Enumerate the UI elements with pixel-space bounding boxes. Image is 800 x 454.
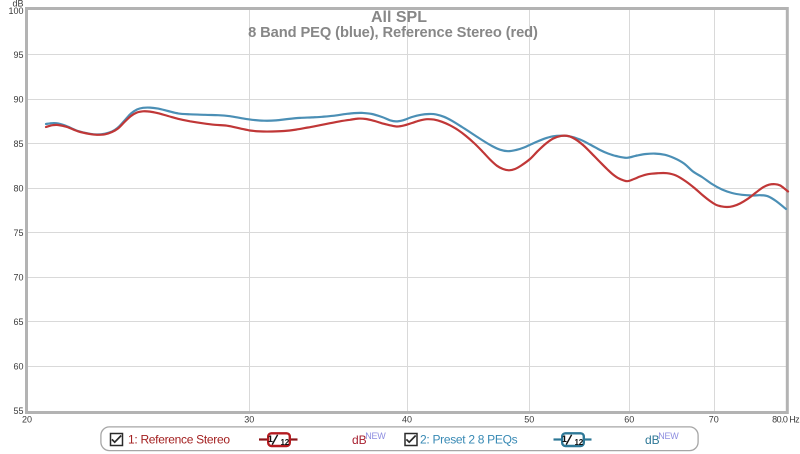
svg-text:30: 30 — [244, 415, 254, 425]
svg-text:60: 60 — [13, 361, 23, 371]
svg-text:75: 75 — [13, 228, 23, 238]
svg-text:80: 80 — [13, 184, 23, 194]
svg-text:80.0 Hz: 80.0 Hz — [772, 415, 800, 425]
svg-text:dB: dB — [12, 0, 23, 9]
svg-text:70: 70 — [13, 273, 23, 283]
svg-text:60: 60 — [624, 415, 634, 425]
svg-text:65: 65 — [13, 317, 23, 327]
svg-text:100: 100 — [8, 6, 23, 16]
svg-text:NEW: NEW — [365, 431, 386, 441]
svg-text:dB: dB — [352, 433, 367, 447]
svg-text:95: 95 — [13, 50, 23, 60]
svg-text:50: 50 — [524, 415, 534, 425]
svg-text:All SPL: All SPL — [371, 9, 427, 26]
svg-text:1: 1 — [268, 434, 273, 444]
svg-text:70: 70 — [709, 415, 719, 425]
svg-text:8 Band PEQ (blue), Reference S: 8 Band PEQ (blue), Reference Stereo (red… — [248, 25, 538, 41]
svg-text:1: Reference Stereo: 1: Reference Stereo — [128, 432, 230, 446]
svg-text:12: 12 — [575, 438, 584, 447]
svg-text:NEW: NEW — [658, 431, 679, 441]
svg-text:2: Preset 2 8 PEQs: 2: Preset 2 8 PEQs — [420, 432, 518, 446]
svg-text:55: 55 — [13, 406, 23, 416]
svg-text:85: 85 — [13, 139, 23, 149]
svg-text:40: 40 — [402, 415, 412, 425]
svg-text:90: 90 — [13, 95, 23, 105]
svg-text:20: 20 — [22, 415, 32, 425]
svg-text:1: 1 — [562, 434, 567, 444]
svg-text:12: 12 — [281, 438, 290, 447]
svg-text:dB: dB — [645, 433, 660, 447]
